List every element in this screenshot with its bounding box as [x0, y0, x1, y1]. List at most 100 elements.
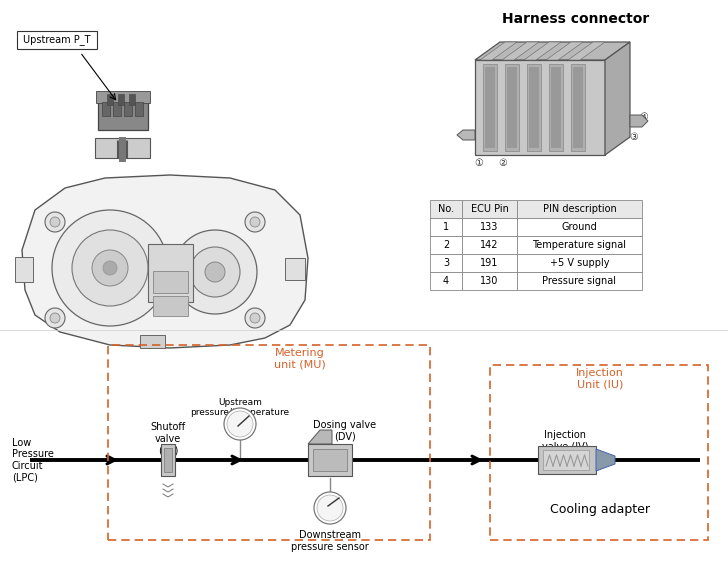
- Bar: [118, 94, 124, 105]
- Circle shape: [173, 230, 257, 314]
- Bar: [529, 67, 539, 148]
- Polygon shape: [502, 42, 539, 60]
- Text: Injection
valve (IV): Injection valve (IV): [542, 430, 588, 452]
- Circle shape: [317, 495, 343, 521]
- Bar: [462, 254, 517, 272]
- Circle shape: [103, 261, 117, 275]
- Bar: [517, 254, 642, 272]
- Text: 3: 3: [443, 258, 449, 268]
- Bar: [148, 244, 193, 302]
- Polygon shape: [546, 42, 583, 60]
- Bar: [313, 449, 347, 471]
- Circle shape: [52, 210, 168, 326]
- Polygon shape: [22, 175, 308, 348]
- Bar: [517, 272, 642, 290]
- Bar: [96, 91, 150, 103]
- Bar: [113, 102, 121, 116]
- Bar: [462, 218, 517, 236]
- Bar: [108, 345, 430, 540]
- Circle shape: [205, 262, 225, 282]
- Bar: [507, 67, 517, 148]
- Text: PIN description: PIN description: [542, 204, 617, 214]
- Bar: [430, 236, 462, 254]
- Circle shape: [250, 313, 260, 323]
- Text: Injection
Unit (IU): Injection Unit (IU): [576, 368, 624, 390]
- Text: 133: 133: [480, 222, 499, 232]
- Bar: [285, 258, 305, 280]
- Bar: [95, 138, 150, 158]
- Text: Upstream
pressure/temperature
sensor: Upstream pressure/temperature sensor: [191, 398, 290, 428]
- Bar: [505, 64, 519, 151]
- Bar: [124, 102, 132, 116]
- Polygon shape: [140, 335, 165, 348]
- Text: Ground: Ground: [561, 222, 598, 232]
- Bar: [107, 94, 113, 105]
- Polygon shape: [630, 115, 648, 127]
- Polygon shape: [524, 42, 561, 60]
- Text: Shutoff
valve
(SV): Shutoff valve (SV): [151, 422, 186, 455]
- Bar: [462, 272, 517, 290]
- Bar: [161, 444, 175, 476]
- Bar: [543, 450, 589, 470]
- Bar: [153, 296, 188, 316]
- Circle shape: [45, 308, 65, 328]
- Bar: [571, 64, 585, 151]
- Text: Dosing valve
(DV): Dosing valve (DV): [314, 420, 376, 442]
- Bar: [308, 444, 352, 476]
- Bar: [430, 218, 462, 236]
- Text: Temperature signal: Temperature signal: [532, 240, 627, 250]
- Circle shape: [245, 212, 265, 232]
- Text: 2: 2: [443, 240, 449, 250]
- Circle shape: [72, 230, 148, 306]
- Bar: [490, 365, 708, 540]
- Circle shape: [92, 250, 128, 286]
- Bar: [129, 94, 135, 105]
- Text: Pressure signal: Pressure signal: [542, 276, 617, 286]
- Bar: [462, 236, 517, 254]
- Bar: [164, 448, 172, 472]
- Text: Metering
unit (MU): Metering unit (MU): [274, 348, 326, 370]
- Bar: [430, 200, 462, 218]
- Bar: [517, 200, 642, 218]
- Polygon shape: [475, 42, 630, 60]
- Bar: [153, 271, 188, 293]
- Bar: [98, 100, 148, 130]
- Polygon shape: [457, 130, 475, 140]
- Circle shape: [50, 313, 60, 323]
- Text: 191: 191: [480, 258, 499, 268]
- Bar: [475, 60, 605, 155]
- Polygon shape: [480, 42, 517, 60]
- Circle shape: [45, 212, 65, 232]
- Polygon shape: [568, 42, 605, 60]
- Bar: [517, 218, 642, 236]
- Bar: [549, 64, 563, 151]
- Text: 4: 4: [443, 276, 449, 286]
- Text: Harness connector: Harness connector: [502, 12, 649, 26]
- Bar: [430, 272, 462, 290]
- Polygon shape: [308, 430, 332, 444]
- Bar: [485, 67, 495, 148]
- Bar: [527, 64, 541, 151]
- Text: 1: 1: [443, 222, 449, 232]
- Bar: [483, 64, 497, 151]
- Bar: [462, 200, 517, 218]
- Bar: [538, 446, 596, 474]
- Text: ①: ①: [475, 158, 483, 168]
- Circle shape: [50, 217, 60, 227]
- Text: No.: No.: [438, 204, 454, 214]
- FancyBboxPatch shape: [17, 31, 97, 49]
- Bar: [135, 102, 143, 116]
- Circle shape: [224, 408, 256, 440]
- Text: ②: ②: [499, 158, 507, 168]
- Bar: [573, 67, 583, 148]
- Polygon shape: [605, 42, 630, 155]
- Text: Low
Pressure
Circuit
(LPC): Low Pressure Circuit (LPC): [12, 438, 54, 482]
- Text: Downstream
pressure sensor: Downstream pressure sensor: [291, 530, 369, 551]
- Text: 130: 130: [480, 276, 499, 286]
- Bar: [430, 254, 462, 272]
- Bar: [551, 67, 561, 148]
- Polygon shape: [596, 449, 615, 471]
- Text: Upstream P_T: Upstream P_T: [23, 35, 91, 46]
- Text: ECU Pin: ECU Pin: [470, 204, 508, 214]
- Circle shape: [250, 217, 260, 227]
